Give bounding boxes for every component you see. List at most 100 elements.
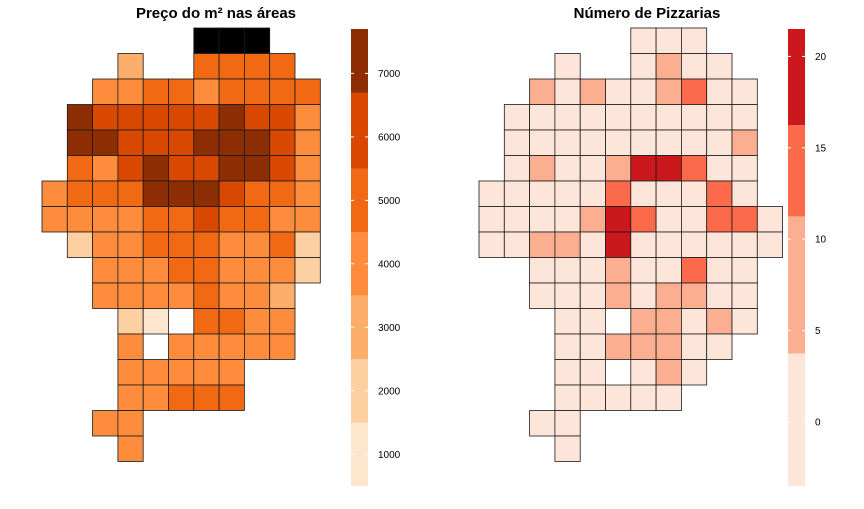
map-cell	[630, 257, 657, 284]
map-cell	[706, 104, 733, 131]
map-cell	[554, 333, 581, 360]
map-cell	[294, 155, 321, 182]
map-cell	[579, 333, 606, 360]
map-cell	[218, 129, 245, 156]
map-cell	[218, 384, 245, 411]
map-cell	[168, 155, 195, 182]
map-cell	[579, 104, 606, 131]
map-cell	[554, 206, 581, 233]
map-cell	[630, 53, 657, 80]
map-cell	[117, 206, 144, 233]
map-cell	[503, 104, 530, 131]
map-cell	[605, 78, 632, 105]
map-cell	[294, 129, 321, 156]
map-cell	[655, 129, 682, 156]
map-cell	[243, 180, 271, 207]
map-cell	[142, 206, 169, 233]
map-cell	[117, 53, 144, 80]
map-cell	[168, 359, 195, 386]
map-cell	[193, 308, 220, 335]
map-cell	[554, 155, 581, 182]
map-cell	[117, 359, 144, 386]
map-cell	[529, 180, 556, 207]
map-cell	[706, 231, 733, 258]
map-cell	[579, 308, 606, 335]
map-cell	[503, 231, 530, 258]
map-cell	[117, 282, 144, 309]
map-cell	[218, 308, 245, 335]
map-cell	[706, 333, 733, 360]
map-cell	[681, 129, 708, 156]
map-cell	[706, 78, 733, 105]
legend-tick-label: 4000	[378, 259, 401, 270]
map-cell	[706, 257, 733, 284]
map-cell	[655, 155, 682, 182]
map-cell	[655, 180, 682, 207]
map-cell	[243, 78, 271, 105]
left-map-title: Preço do m² nas áreas	[136, 5, 296, 22]
map-cell	[218, 257, 245, 284]
map-cell	[117, 231, 144, 258]
map-cell	[66, 180, 94, 207]
map-cell	[142, 308, 169, 335]
map-cell	[142, 155, 169, 182]
map-cell	[681, 155, 708, 182]
map-cell	[168, 206, 195, 233]
map-cell	[168, 257, 195, 284]
right-map-title: Número de Pizzarias	[574, 5, 721, 22]
map-cell	[554, 78, 581, 105]
map-cell	[117, 78, 144, 105]
map-cell	[142, 282, 169, 309]
map-cell	[117, 333, 144, 360]
map-cell	[478, 206, 505, 233]
map-cell	[655, 206, 682, 233]
map-cell	[193, 282, 220, 309]
map-cell	[655, 104, 682, 131]
map-cell	[655, 27, 682, 54]
map-cell	[579, 206, 606, 233]
map-cell	[706, 282, 733, 309]
map-cell	[681, 53, 708, 80]
map-cell	[605, 129, 632, 156]
map-cell	[142, 129, 169, 156]
map-cell	[731, 282, 758, 309]
map-cell	[92, 282, 119, 309]
map-cell	[193, 333, 220, 360]
map-cell	[579, 231, 606, 258]
map-cell	[605, 282, 632, 309]
legend-tick-label: 20	[815, 52, 827, 63]
map-cell	[168, 282, 195, 309]
map-cell	[294, 257, 321, 284]
legend-tick-label: 1000	[378, 450, 401, 461]
map-cell	[579, 384, 606, 411]
map-cell	[243, 257, 271, 284]
map-cell	[142, 231, 169, 258]
map-cell	[92, 410, 119, 437]
map-cell	[681, 231, 708, 258]
map-cell	[655, 384, 682, 411]
map-cell	[66, 231, 94, 258]
map-cell	[529, 206, 556, 233]
map-cell	[243, 27, 271, 54]
map-cell	[193, 257, 220, 284]
map-cell	[529, 129, 556, 156]
map-cell	[243, 308, 271, 335]
map-cell	[554, 257, 581, 284]
map-cell	[269, 257, 296, 284]
legend-swatch	[788, 125, 805, 217]
map-cell	[243, 155, 271, 182]
map-cell	[142, 359, 169, 386]
price-legend: 1000 2000 3000 4000 5000 6000 7000	[351, 29, 401, 486]
map-cell	[554, 180, 581, 207]
map-cell	[41, 206, 68, 233]
map-cell	[503, 206, 530, 233]
map-cell	[605, 206, 632, 233]
map-cell	[630, 129, 657, 156]
map-cell	[681, 359, 708, 386]
map-cell	[630, 155, 657, 182]
map-cell	[142, 180, 169, 207]
map-cell	[218, 53, 245, 80]
map-cell	[193, 384, 220, 411]
map-cell	[579, 180, 606, 207]
